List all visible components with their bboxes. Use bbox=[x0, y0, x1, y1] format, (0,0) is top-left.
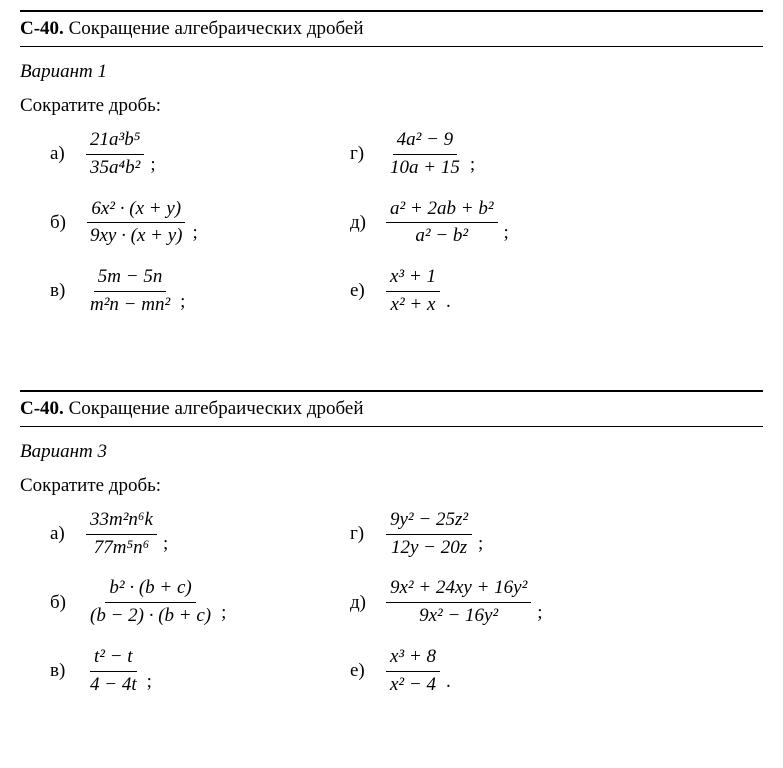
fraction: x³ + 1 x² + x bbox=[386, 266, 440, 317]
instruction-2: Сократите дробь: bbox=[20, 475, 763, 497]
denominator: 9xy · (x + y) bbox=[86, 223, 186, 248]
problem-1g: г) 4a² − 9 10a + 15 ; bbox=[350, 129, 700, 180]
section-title-2: С-40. Сокращение алгебраических дробей bbox=[20, 390, 763, 427]
numerator: 6x² · (x + y) bbox=[87, 198, 185, 224]
problem-1v: в) 5m − 5n m²n − mn² ; bbox=[50, 266, 350, 317]
section-variant-1: С-40. Сокращение алгебраических дробей В… bbox=[0, 0, 783, 350]
numerator: 9y² − 25z² bbox=[386, 509, 472, 535]
section-gap bbox=[0, 350, 783, 380]
problem-label: г) bbox=[350, 143, 374, 165]
problem-label: а) bbox=[50, 523, 74, 545]
problem-row: в) t² − t 4 − 4t ; е) x³ + 8 x² − 4 . bbox=[50, 646, 763, 697]
denominator: a² − b² bbox=[411, 223, 472, 248]
denominator: m²n − mn² bbox=[86, 292, 174, 317]
denominator: 10a + 15 bbox=[386, 155, 464, 180]
problem-1b: б) 6x² · (x + y) 9xy · (x + y) ; bbox=[50, 198, 350, 249]
numerator: 9x² + 24xy + 16y² bbox=[386, 577, 531, 603]
problem-2e: е) x³ + 8 x² − 4 . bbox=[350, 646, 700, 697]
section-name-1: Сокращение алгебраических дробей bbox=[64, 18, 364, 39]
problem-1e: е) x³ + 1 x² + x . bbox=[350, 266, 700, 317]
tail: ; bbox=[221, 602, 226, 628]
problem-label: в) bbox=[50, 660, 74, 682]
fraction: 9x² + 24xy + 16y² 9x² − 16y² bbox=[386, 577, 531, 628]
problem-label: а) bbox=[50, 143, 74, 165]
numerator: 4a² − 9 bbox=[393, 129, 458, 155]
tail: ; bbox=[192, 222, 197, 248]
tail: ; bbox=[147, 671, 152, 697]
problem-2v: в) t² − t 4 − 4t ; bbox=[50, 646, 350, 697]
numerator: 5m − 5n bbox=[94, 266, 167, 292]
tail: ; bbox=[163, 533, 168, 559]
problem-label: д) bbox=[350, 212, 374, 234]
denominator: x² − 4 bbox=[386, 672, 440, 697]
problem-label: в) bbox=[50, 280, 74, 302]
tail: ; bbox=[504, 222, 509, 248]
fraction: a² + 2ab + b² a² − b² bbox=[386, 198, 498, 249]
numerator: x³ + 8 bbox=[386, 646, 440, 672]
variant-label-2: Вариант 3 bbox=[20, 441, 763, 463]
problem-2d: д) 9x² + 24xy + 16y² 9x² − 16y² ; bbox=[350, 577, 700, 628]
section-code-2: С-40. bbox=[20, 398, 64, 419]
section-title-1: С-40. Сокращение алгебраических дробей bbox=[20, 10, 763, 47]
section-name-2: Сокращение алгебраических дробей bbox=[64, 398, 364, 419]
denominator: (b − 2) · (b + c) bbox=[86, 603, 215, 628]
problems-2: а) 33m²n⁶k 77m⁵n⁶ ; г) 9y² − 25z² 12y − … bbox=[20, 509, 763, 697]
problem-row: а) 21a³b⁵ 35a⁴b² ; г) 4a² − 9 10a + 15 ; bbox=[50, 129, 763, 180]
numerator: x³ + 1 bbox=[386, 266, 440, 292]
numerator: t² − t bbox=[90, 646, 137, 672]
problem-label: б) bbox=[50, 212, 74, 234]
fraction: x³ + 8 x² − 4 bbox=[386, 646, 440, 697]
problem-2g: г) 9y² − 25z² 12y − 20z ; bbox=[350, 509, 700, 560]
fraction: 4a² − 9 10a + 15 bbox=[386, 129, 464, 180]
denominator: 9x² − 16y² bbox=[415, 603, 502, 628]
tail: ; bbox=[150, 154, 155, 180]
tail: ; bbox=[537, 602, 542, 628]
problem-1a: а) 21a³b⁵ 35a⁴b² ; bbox=[50, 129, 350, 180]
denominator: 35a⁴b² bbox=[86, 155, 144, 180]
variant-label-1: Вариант 1 bbox=[20, 61, 763, 83]
fraction: b² · (b + c) (b − 2) · (b + c) bbox=[86, 577, 215, 628]
denominator: 77m⁵n⁶ bbox=[90, 535, 153, 560]
denominator: 4 − 4t bbox=[86, 672, 141, 697]
problem-row: б) b² · (b + c) (b − 2) · (b + c) ; д) 9… bbox=[50, 577, 763, 628]
fraction: t² − t 4 − 4t bbox=[86, 646, 141, 697]
problem-label: д) bbox=[350, 592, 374, 614]
problem-2a: а) 33m²n⁶k 77m⁵n⁶ ; bbox=[50, 509, 350, 560]
problem-label: е) bbox=[350, 660, 374, 682]
denominator: x² + x bbox=[387, 292, 440, 317]
tail: ; bbox=[470, 154, 475, 180]
problem-row: а) 33m²n⁶k 77m⁵n⁶ ; г) 9y² − 25z² 12y − … bbox=[50, 509, 763, 560]
numerator: 21a³b⁵ bbox=[86, 129, 144, 155]
numerator: b² · (b + c) bbox=[105, 577, 195, 603]
problem-2b: б) b² · (b + c) (b − 2) · (b + c) ; bbox=[50, 577, 350, 628]
tail: ; bbox=[478, 533, 483, 559]
problems-1: а) 21a³b⁵ 35a⁴b² ; г) 4a² − 9 10a + 15 ;… bbox=[20, 129, 763, 317]
problem-label: г) bbox=[350, 523, 374, 545]
section-code-1: С-40. bbox=[20, 18, 64, 39]
numerator: 33m²n⁶k bbox=[86, 509, 157, 535]
denominator: 12y − 20z bbox=[387, 535, 471, 560]
problem-1d: д) a² + 2ab + b² a² − b² ; bbox=[350, 198, 700, 249]
tail: . bbox=[446, 671, 451, 697]
fraction: 9y² − 25z² 12y − 20z bbox=[386, 509, 472, 560]
section-variant-3: С-40. Сокращение алгебраических дробей В… bbox=[0, 380, 783, 730]
tail: . bbox=[446, 291, 451, 317]
problem-label: б) bbox=[50, 592, 74, 614]
fraction: 6x² · (x + y) 9xy · (x + y) bbox=[86, 198, 186, 249]
fraction: 5m − 5n m²n − mn² bbox=[86, 266, 174, 317]
problem-row: в) 5m − 5n m²n − mn² ; е) x³ + 1 x² + x … bbox=[50, 266, 763, 317]
fraction: 33m²n⁶k 77m⁵n⁶ bbox=[86, 509, 157, 560]
instruction-1: Сократите дробь: bbox=[20, 95, 763, 117]
tail: ; bbox=[180, 291, 185, 317]
problem-row: б) 6x² · (x + y) 9xy · (x + y) ; д) a² +… bbox=[50, 198, 763, 249]
problem-label: е) bbox=[350, 280, 374, 302]
fraction: 21a³b⁵ 35a⁴b² bbox=[86, 129, 144, 180]
numerator: a² + 2ab + b² bbox=[386, 198, 498, 224]
